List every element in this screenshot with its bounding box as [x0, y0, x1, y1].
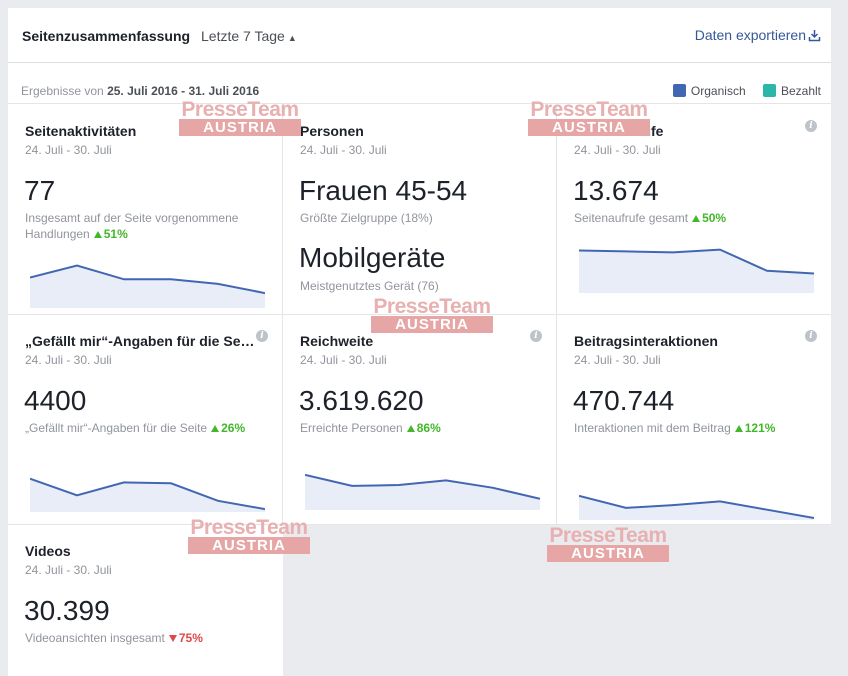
export-data-button[interactable]: Daten exportieren [695, 27, 821, 43]
card-value: 470.744 [573, 385, 675, 416]
sparkline [30, 264, 265, 308]
change-percent: 121% [744, 421, 776, 435]
sparkline-area [579, 495, 814, 520]
trend-down-icon [168, 635, 177, 642]
card-date: 24. Juli - 30. Juli [574, 143, 661, 157]
sparkline-line [30, 477, 265, 511]
top-audience-description: Größte Zielgruppe (18%) [300, 211, 433, 225]
card-description: Interaktionen mit dem Beitrag 121% [574, 421, 776, 435]
sparkline [579, 494, 814, 520]
download-icon [808, 30, 821, 42]
legend: Organisch Bezahlt [659, 84, 821, 98]
change-percent: 75% [178, 631, 203, 645]
sparkline [579, 248, 814, 293]
trend-up-icon [211, 425, 220, 432]
card-date: 24. Juli - 30. Juli [300, 143, 387, 157]
legend-organic: Organisch [672, 84, 746, 98]
card-title: Beitragsinteraktionen [574, 333, 718, 349]
info-icon[interactable]: i [256, 330, 268, 342]
card-title: Personen [300, 123, 364, 139]
card-value: 3.619.620 [299, 385, 424, 416]
card-seitenaktivitaeten[interactable]: Seitenaktivitäten i 24. Juli - 30. Juli … [8, 105, 283, 315]
sparkline-line [579, 494, 814, 519]
sparkline-area [305, 474, 540, 510]
card-date: 24. Juli - 30. Juli [25, 563, 112, 577]
card-date: 24. Juli - 30. Juli [574, 353, 661, 367]
card-videos[interactable]: Videos i 24. Juli - 30. Juli 30.399 Vide… [8, 525, 283, 676]
card-date: 24. Juli - 30. Juli [25, 353, 112, 367]
top-device-value: Mobilgeräte [299, 242, 446, 273]
sparkline-line [579, 248, 814, 275]
card-description: Videoansichten insgesamt 75% [25, 631, 203, 645]
summary-header: Seitenzusammenfassung Letzte 7 Tage ▲︎ Da… [8, 8, 831, 63]
change-percent: 50% [702, 211, 727, 225]
presseteam-watermark: PresseTeam AUSTRIA [547, 524, 669, 564]
card-personen[interactable]: Personen i 24. Juli - 30. Juli Frauen 45… [283, 105, 557, 315]
sparkline-area [30, 478, 265, 512]
card-title: Videos [25, 543, 71, 559]
trend-up-icon [93, 231, 102, 238]
card-description: Erreichte Personen 86% [300, 421, 441, 435]
card-title: Seitenaktivitäten [25, 123, 137, 139]
trend-up-icon [692, 215, 701, 222]
card-value: 4400 [24, 385, 87, 416]
info-icon[interactable]: i [805, 120, 817, 132]
card-reichweite[interactable]: Reichweite i 24. Juli - 30. Juli 3.619.6… [283, 315, 557, 525]
info-icon[interactable]: i [530, 330, 542, 342]
info-icon[interactable]: i [257, 540, 269, 552]
sort-caret-icon: ▲︎ [287, 33, 297, 43]
results-bar: Ergebnisse von 25. Juli 2016 - 31. Juli … [8, 64, 831, 104]
top-device-description: Meistgenutztes Gerät (76) [300, 279, 439, 293]
sparkline [305, 473, 540, 510]
card-title: Seitenaufrufe [574, 123, 664, 139]
sparkline [30, 477, 265, 512]
info-icon[interactable]: i [805, 330, 817, 342]
card-title: Reichweite [300, 333, 374, 349]
paid-swatch [762, 84, 776, 97]
card-description: Insgesamt auf der Seite vorgenommene Han… [25, 211, 239, 241]
card-description: „Gefällt mir“-Angaben für die Seite 26% [25, 421, 246, 435]
trend-up-icon [734, 425, 743, 432]
change-percent: 51% [103, 227, 128, 241]
date-range-dropdown[interactable]: Letzte 7 Tage ▲︎ [201, 28, 297, 44]
card-value: 30.399 [24, 595, 110, 626]
sparkline-line [305, 473, 540, 500]
organic-swatch [672, 84, 686, 97]
sparkline-area [579, 249, 814, 293]
change-percent: 26% [221, 421, 246, 435]
card-value: 13.674 [573, 175, 659, 206]
sparkline-area [30, 265, 265, 308]
card-gefaellt-mir[interactable]: „Gefällt mir“-Angaben für die Seite i 24… [8, 315, 283, 525]
results-range-dates: 25. Juli 2016 - 31. Juli 2016 [107, 84, 260, 98]
results-range: Ergebnisse von 25. Juli 2016 - 31. Juli … [21, 84, 260, 98]
card-seitenaufrufe[interactable]: Seitenaufrufe i 24. Juli - 30. Juli 13.6… [557, 105, 831, 315]
change-percent: 86% [416, 421, 441, 435]
date-range-label: Letzte 7 Tage [201, 28, 285, 44]
top-audience-value: Frauen 45-54 [299, 175, 468, 206]
card-beitragsinteraktionen[interactable]: Beitragsinteraktionen i 24. Juli - 30. J… [557, 315, 831, 525]
export-label: Daten exportieren [694, 27, 806, 43]
card-value: 77 [24, 175, 56, 206]
sparkline-line [30, 264, 265, 295]
card-description: Seitenaufrufe gesamt 50% [574, 211, 727, 225]
page-summary-panel: Seitenzusammenfassung Letzte 7 Tage ▲︎ Da… [8, 8, 831, 525]
info-icon[interactable]: i [256, 120, 268, 132]
page-title: Seitenzusammenfassung [22, 28, 191, 44]
info-icon[interactable]: i [530, 120, 542, 132]
trend-up-icon [406, 425, 415, 432]
card-title: „Gefällt mir“-Angaben für die Seite [25, 333, 255, 349]
card-date: 24. Juli - 30. Juli [300, 353, 387, 367]
card-date: 24. Juli - 30. Juli [25, 143, 112, 157]
legend-paid: Bezahlt [762, 84, 821, 98]
